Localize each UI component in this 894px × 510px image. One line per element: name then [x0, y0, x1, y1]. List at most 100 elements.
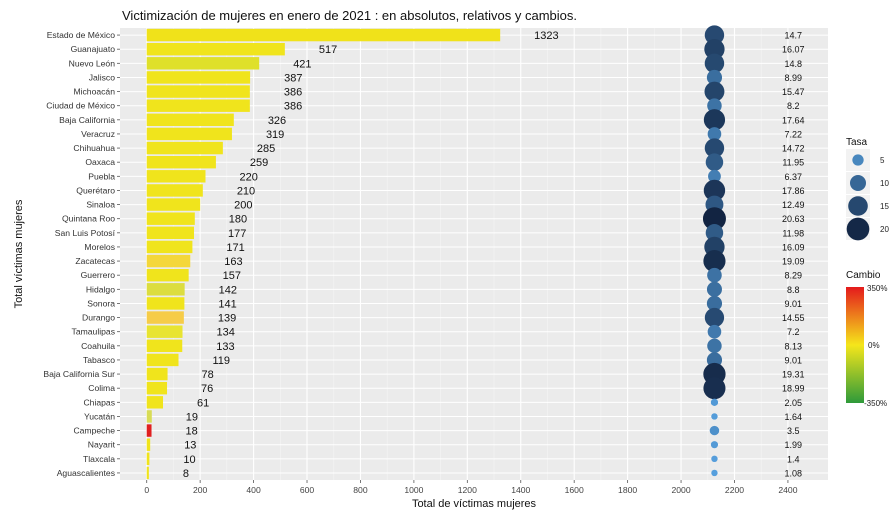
rate-bubble — [708, 169, 721, 183]
category-label: Tlaxcala — [83, 454, 115, 464]
rate-bubble — [711, 469, 718, 477]
rate-label: 14.55 — [782, 313, 805, 323]
bar — [146, 240, 193, 254]
rate-label: 19.09 — [782, 257, 805, 267]
category-label: Michoacán — [73, 87, 115, 97]
value-label: 517 — [319, 44, 337, 56]
x-tick-label: 2000 — [671, 485, 690, 495]
bar — [146, 353, 179, 367]
bar — [146, 466, 149, 480]
rate-bubble — [709, 425, 720, 436]
rate-bubble — [704, 307, 725, 328]
x-tick-label: 200 — [193, 485, 208, 495]
rate-bubble — [704, 53, 725, 74]
value-label: 285 — [257, 143, 275, 155]
category-label: Guanajuato — [71, 44, 116, 54]
value-label: 61 — [197, 397, 209, 409]
x-tick-label: 1600 — [565, 485, 584, 495]
rate-bubble — [702, 207, 726, 231]
legend-tasa-title: Tasa — [846, 137, 868, 148]
legend-tasa-key — [852, 154, 864, 166]
rate-label: 14.8 — [785, 59, 803, 69]
legend-cambio-label-high: 350% — [867, 284, 887, 293]
rate-label: 1.64 — [785, 412, 803, 422]
value-labels: 1323 517 421 387 386 386 326 319 285 259 220 210 200… — [183, 30, 559, 480]
rate-bubble — [711, 413, 718, 420]
category-label: Aguascalientes — [57, 468, 115, 478]
chart-title: Victimización de mujeres en enero de 202… — [122, 8, 577, 23]
legend-tasa: Tasa 5 10 15 20 — [846, 137, 889, 241]
bar — [146, 99, 250, 112]
value-label: 326 — [268, 115, 286, 127]
value-label: 220 — [239, 171, 257, 183]
category-label: Baja California — [59, 115, 115, 125]
bar — [146, 198, 201, 211]
rate-bubbles — [702, 25, 726, 477]
bar — [146, 325, 183, 338]
legend-tasa-key — [846, 217, 870, 241]
x-tick-label: 1400 — [511, 485, 530, 495]
category-label: Campeche — [73, 426, 115, 436]
rate-label: 18.99 — [782, 384, 805, 394]
rate-bubble — [703, 109, 726, 131]
bar — [146, 113, 234, 127]
bar — [146, 424, 152, 437]
value-label: 142 — [219, 284, 237, 296]
category-label: Jalisco — [89, 72, 115, 82]
value-label: 259 — [250, 157, 268, 169]
rate-bubble — [703, 377, 726, 400]
category-label: Hidalgo — [86, 284, 115, 294]
legend-cambio-label-mid: 0% — [868, 341, 880, 350]
category-label: Tabasco — [83, 355, 115, 365]
value-label: 18 — [186, 426, 198, 438]
legend-cambio: Cambio 350% 0% -350% — [846, 270, 887, 408]
bar — [146, 155, 216, 169]
category-label: Durango — [82, 313, 115, 323]
rate-label: 7.22 — [785, 129, 803, 139]
legend-tasa-label: 15 — [880, 202, 889, 211]
bar — [146, 42, 285, 56]
value-label: 10 — [183, 454, 195, 466]
legend-cambio-colorbar — [846, 287, 864, 403]
legend-cambio-title: Cambio — [846, 270, 881, 281]
category-label: Coahuila — [81, 341, 115, 351]
rate-label: 12.49 — [782, 200, 805, 210]
category-label: Tamaulipas — [72, 327, 115, 337]
bar — [146, 283, 185, 296]
category-label: Querétaro — [76, 185, 115, 195]
legend-tasa-label: 10 — [880, 179, 889, 188]
legend-tasa-label: 5 — [880, 156, 885, 165]
bar — [146, 85, 250, 98]
bar — [146, 311, 184, 324]
y-category-labels: Estado de México Guanajuato Nuevo León Jali… — [43, 30, 120, 478]
rate-label: 8.29 — [785, 271, 803, 281]
x-tick-label: 2200 — [725, 485, 744, 495]
category-label: Zacatecas — [75, 256, 115, 266]
category-label: Yucatán — [84, 411, 115, 421]
bar — [146, 268, 189, 282]
category-label: Ciudad de México — [46, 101, 115, 111]
value-label: 421 — [293, 58, 311, 70]
value-label: 133 — [216, 341, 234, 353]
rate-bubble — [703, 179, 726, 202]
rate-label: 15.47 — [782, 87, 805, 97]
bar — [146, 452, 150, 466]
rate-bubble — [706, 295, 723, 312]
rate-bubble — [706, 281, 722, 297]
rate-label: 17.86 — [782, 186, 805, 196]
value-label: 200 — [234, 200, 252, 212]
value-label: 1323 — [534, 30, 558, 42]
legend-tasa-key — [848, 196, 868, 216]
x-axis-label: Total de víctimas mujeres — [412, 498, 537, 510]
rate-label: 1.99 — [785, 440, 803, 450]
rate-label: 16.09 — [782, 242, 805, 252]
rate-label: 8.2 — [787, 101, 800, 111]
rate-label: 9.01 — [785, 299, 803, 309]
value-label: 157 — [223, 270, 241, 282]
value-label: 210 — [237, 185, 255, 197]
value-label: 76 — [201, 383, 213, 395]
x-tick-label: 0 — [144, 485, 149, 495]
rate-bubble — [706, 69, 723, 86]
x-tick-label: 400 — [246, 485, 261, 495]
rate-label: 14.7 — [785, 31, 803, 41]
